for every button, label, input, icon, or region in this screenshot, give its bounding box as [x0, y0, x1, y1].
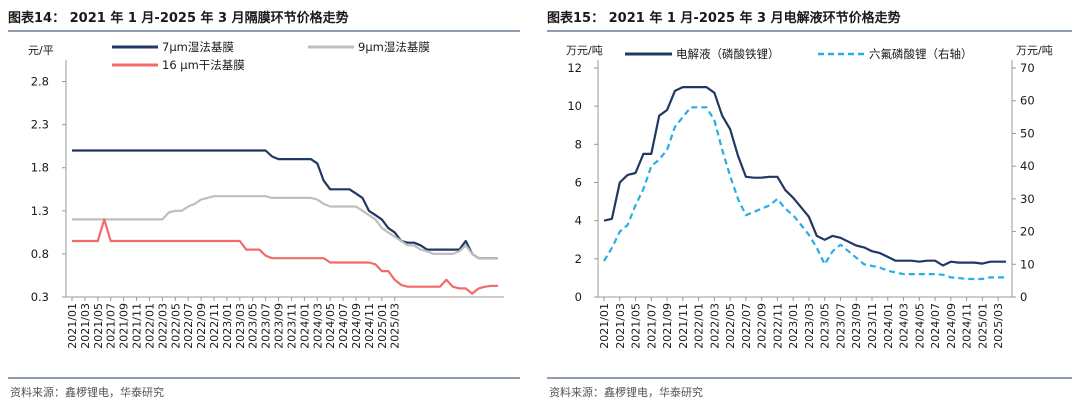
x-tick-label: 2024/03: [311, 303, 324, 349]
x-tick-label: 2022/01: [693, 303, 706, 349]
y-right-tick-label: 50: [1020, 126, 1035, 140]
x-tick-label: 2022/07: [182, 303, 195, 349]
x-tick-label: 2022/01: [143, 303, 156, 349]
y-tick-label: 0.3: [31, 290, 49, 304]
x-tick-label: 2023/03: [803, 303, 816, 349]
legend-label: 7μm湿法基膜: [162, 40, 234, 54]
x-tick-label: 2023/07: [834, 303, 847, 349]
y-tick-label: 12: [567, 61, 582, 75]
x-tick-label: 2022/05: [169, 303, 182, 349]
x-tick-label: 2023/03: [234, 303, 247, 349]
x-tick-label: 2024/01: [298, 303, 311, 349]
x-tick-label: 2021/11: [131, 303, 144, 349]
legend-label: 9μm湿法基膜: [358, 40, 430, 54]
legend-label: 六氟磷酸锂（右轴）: [869, 47, 973, 61]
y-right-tick-label: 40: [1020, 159, 1035, 173]
series-line-7um-wet: [72, 149, 498, 260]
right-y-unit-right: 万元/吨: [1016, 44, 1053, 57]
x-tick-label: 2022/09: [195, 303, 208, 349]
x-tick-label: 2021/03: [614, 303, 627, 349]
x-tick-label: 2023/05: [247, 303, 260, 349]
y-tick-label: 2.8: [31, 75, 49, 89]
left-chart-title: 图表14： 2021 年 1 月-2025 年 3 月隔膜环节价格走势: [8, 10, 349, 26]
x-tick-label: 2025/01: [376, 303, 389, 349]
y-right-tick-label: 70: [1020, 61, 1035, 75]
y-right-tick-label: 0: [1020, 290, 1027, 304]
x-tick-label: 2023/09: [850, 303, 863, 349]
y-tick-label: 2.3: [31, 118, 49, 132]
right-source-note: 资料来源：鑫椤锂电，华泰研究: [549, 385, 703, 399]
left-panel: 图表14： 2021 年 1 月-2025 年 3 月隔膜环节价格走势 元/平 0…: [8, 10, 520, 399]
y-tick-label: 1.3: [31, 204, 49, 218]
x-tick-label: 2021/01: [66, 303, 79, 349]
x-tick-label: 2024/09: [945, 303, 958, 349]
x-tick-label: 2023/11: [866, 303, 879, 349]
x-tick-label: 2024/01: [882, 303, 895, 349]
x-tick-label: 2024/03: [898, 303, 911, 349]
x-tick-label: 2024/05: [913, 303, 926, 349]
x-tick-label: 2024/07: [929, 303, 942, 349]
left-source-note: 资料来源：鑫椤锂电，华泰研究: [10, 385, 164, 399]
x-tick-label: 2022/05: [724, 303, 737, 349]
series-line-lipf6: [603, 106, 1006, 281]
x-tick-label: 2022/09: [756, 303, 769, 349]
x-tick-label: 2024/11: [363, 303, 376, 349]
x-tick-label: 2021/05: [630, 303, 643, 349]
x-tick-label: 2022/07: [740, 303, 753, 349]
y-right-tick-label: 60: [1020, 94, 1035, 108]
x-tick-label: 2022/11: [208, 303, 221, 349]
x-tick-label: 2024/09: [350, 303, 363, 349]
x-tick-label: 2023/01: [787, 303, 800, 349]
left-y-unit: 元/平: [28, 44, 54, 57]
x-tick-label: 2023/01: [221, 303, 234, 349]
x-tick-label: 2021/07: [645, 303, 658, 349]
series-line-electrolyte-lfp: [603, 86, 1006, 267]
legend-label: 16 μm干法基膜: [162, 58, 245, 72]
x-tick-label: 2021/05: [92, 303, 105, 349]
y-tick-label: 1.8: [31, 161, 49, 175]
series-line-9um-wet: [72, 195, 498, 260]
y-right-tick-label: 10: [1020, 257, 1035, 271]
right-y-unit-left: 万元/吨: [566, 44, 603, 57]
x-tick-label: 2022/03: [156, 303, 169, 349]
y-right-tick-label: 30: [1020, 192, 1035, 206]
y-tick-label: 2: [575, 252, 582, 266]
x-tick-label: 2021/01: [598, 303, 611, 349]
x-tick-label: 2021/11: [677, 303, 690, 349]
y-tick-label: 0: [575, 290, 582, 304]
x-tick-label: 2022/11: [771, 303, 784, 349]
x-tick-label: 2024/05: [324, 303, 337, 349]
right-panel: 图表15： 2021 年 1 月-2025 年 3 月电解液环节价格走势 万元/…: [547, 10, 1072, 399]
x-tick-label: 2022/03: [708, 303, 721, 349]
right-chart-title: 图表15： 2021 年 1 月-2025 年 3 月电解液环节价格走势: [547, 10, 901, 26]
x-tick-label: 2025/03: [389, 303, 402, 349]
series-line-16um-dry: [72, 218, 498, 295]
y-tick-label: 0.8: [31, 247, 49, 261]
y-tick-label: 4: [575, 214, 582, 228]
x-tick-label: 2023/05: [819, 303, 832, 349]
x-tick-label: 2023/09: [273, 303, 286, 349]
legend-label: 电解液（磷酸铁锂）: [676, 47, 780, 61]
x-tick-label: 2025/03: [992, 303, 1005, 349]
y-tick-label: 8: [575, 137, 582, 151]
y-tick-label: 6: [575, 176, 582, 190]
x-tick-label: 2021/03: [79, 303, 92, 349]
x-tick-label: 2021/09: [118, 303, 131, 349]
x-tick-label: 2021/07: [105, 303, 118, 349]
x-tick-label: 2021/09: [661, 303, 674, 349]
x-tick-label: 2024/07: [337, 303, 350, 349]
x-tick-label: 2023/07: [260, 303, 273, 349]
y-tick-label: 10: [567, 99, 582, 113]
x-tick-label: 2025/01: [976, 303, 989, 349]
x-tick-label: 2024/11: [961, 303, 974, 349]
x-tick-label: 2023/11: [285, 303, 298, 349]
y-right-tick-label: 20: [1020, 225, 1035, 239]
